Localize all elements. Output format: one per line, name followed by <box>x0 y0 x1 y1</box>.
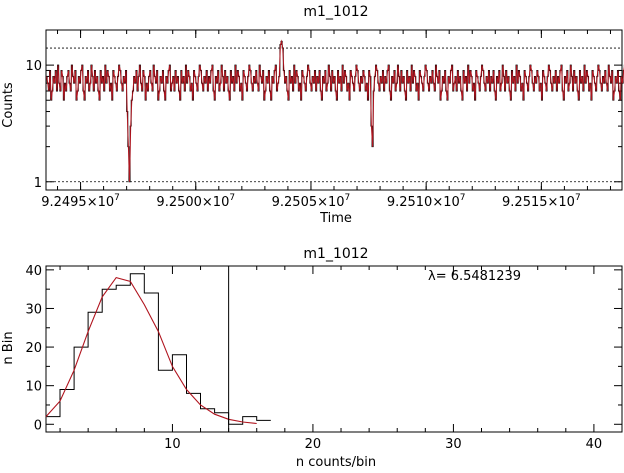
y-tick-label-1: 10 <box>25 59 42 74</box>
lightcurve-frame <box>45 29 623 191</box>
hist-x-tick-label-2: 30 <box>445 437 462 452</box>
poisson-model-curve <box>45 276 257 425</box>
x-tick-label-3: 9.2510×107 <box>387 193 466 210</box>
lightcurve-step-series <box>46 40 624 183</box>
x-tick-label-1: 9.2500×107 <box>156 193 235 210</box>
hist-x-tick-label-3: 40 <box>586 437 603 452</box>
hist-y-tick-label-4: 40 <box>25 264 42 279</box>
histogram-step <box>46 273 271 425</box>
y-tick-label-0: 1 <box>34 176 42 191</box>
lightcurve-panel: m1_1012 Time Counts 1 10 9.2495×107 9.2500×… <box>1 4 624 226</box>
lightcurve-model-series <box>46 39 624 182</box>
histogram-ylabel: n Bin <box>1 331 16 364</box>
histogram-frame <box>45 265 623 433</box>
x-tick-label-2: 9.2505×107 <box>272 193 351 210</box>
hist-y-tick-label-2: 20 <box>25 341 42 356</box>
hist-y-tick-label-1: 10 <box>25 380 42 395</box>
hist-x-tick-label-0: 10 <box>164 437 181 452</box>
x-tick-label-0: 9.2495×107 <box>41 193 120 210</box>
histogram-panel: m1_1012 n counts/bin n Bin λ= 6.5481239 … <box>1 246 623 470</box>
lightcurve-ylabel: Counts <box>1 82 16 128</box>
lambda-annotation: λ= 6.5481239 <box>428 269 521 284</box>
x-tick-label-4: 9.2515×107 <box>502 193 581 210</box>
hist-y-tick-label-0: 0 <box>34 418 42 433</box>
histogram-title: m1_1012 <box>303 246 368 262</box>
hist-x-tick-label-1: 20 <box>305 437 322 452</box>
lightcurve-xlabel: Time <box>319 211 352 226</box>
histogram-xlabel: n counts/bin <box>296 455 376 470</box>
lightcurve-title: m1_1012 <box>303 4 368 20</box>
lightcurve-plot-area: 1 10 9.2495×107 9.2500×107 9.2505×107 9.2510×… <box>25 29 624 210</box>
histogram-plot-area: 0 10 20 30 40 10 20 30 40 <box>25 264 623 452</box>
hist-y-tick-label-3: 30 <box>25 302 42 317</box>
